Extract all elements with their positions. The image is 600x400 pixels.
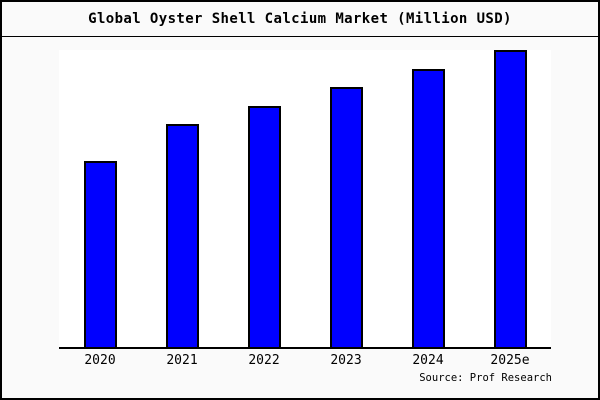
source-credit: Source: Prof Research bbox=[419, 372, 552, 384]
bar-slot-2025e bbox=[469, 50, 551, 347]
plot-area bbox=[59, 50, 551, 349]
bar-slot-2024 bbox=[387, 69, 469, 347]
bar-2021 bbox=[165, 124, 199, 347]
x-tick-label-2022: 2022 bbox=[248, 353, 280, 368]
bar-2022 bbox=[247, 106, 281, 347]
bar-slot-2020 bbox=[59, 161, 141, 347]
chart-title: Global Oyster Shell Calcium Market (Mill… bbox=[2, 2, 598, 37]
x-tick-label-2025e: 2025e bbox=[490, 353, 530, 368]
x-tick-label-2020: 2020 bbox=[84, 353, 116, 368]
x-tick-label-2023: 2023 bbox=[330, 353, 362, 368]
x-tick-label-2024: 2024 bbox=[412, 353, 444, 368]
bar-2020 bbox=[83, 161, 117, 347]
bar-slot-2021 bbox=[141, 124, 223, 347]
x-tick-label-2021: 2021 bbox=[166, 353, 198, 368]
bar-2024 bbox=[411, 69, 445, 347]
x-axis-labels: 2020 2021 2022 2023 2024 2025e bbox=[59, 353, 551, 368]
bar-2025e bbox=[493, 50, 527, 347]
bar-2023 bbox=[329, 87, 363, 347]
bar-slot-2023 bbox=[305, 87, 387, 347]
bar-slot-2022 bbox=[223, 106, 305, 347]
